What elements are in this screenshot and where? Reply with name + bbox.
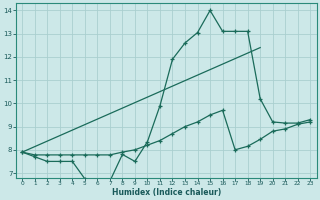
X-axis label: Humidex (Indice chaleur): Humidex (Indice chaleur) [112,188,221,197]
